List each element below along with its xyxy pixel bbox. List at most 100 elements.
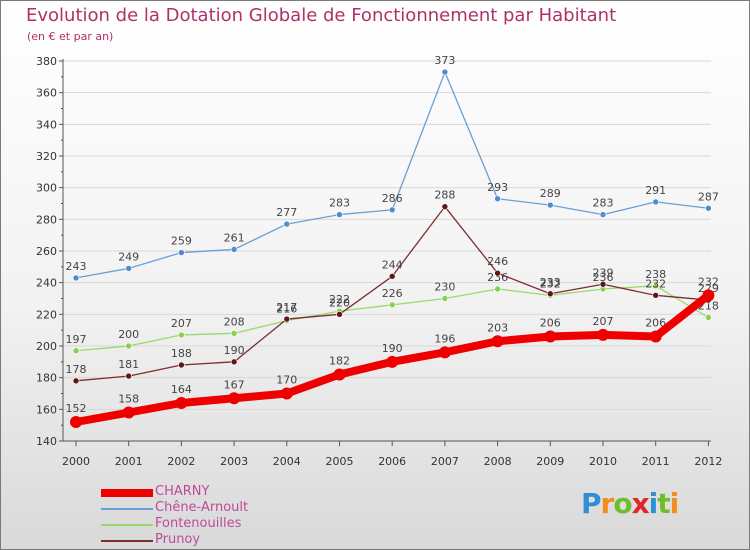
data-point <box>72 274 80 282</box>
y-tick-label: 260 <box>36 245 57 258</box>
x-tick-label: 2005 <box>326 455 354 468</box>
logo-letter: i <box>669 487 680 520</box>
data-label: 206 <box>540 317 561 330</box>
x-tick-label: 2009 <box>536 455 564 468</box>
y-tick-label: 180 <box>36 372 57 385</box>
logo-letter: i <box>648 487 659 520</box>
data-point <box>494 285 501 293</box>
data-point <box>491 335 504 348</box>
data-point <box>230 246 238 253</box>
y-tick-label: 320 <box>36 150 57 163</box>
data-point <box>386 355 399 368</box>
data-label: 188 <box>171 347 192 360</box>
y-tick-label: 240 <box>36 277 57 290</box>
legend-swatch <box>101 508 153 510</box>
data-point <box>441 68 449 76</box>
legend-item: Fontenouilles <box>101 516 361 533</box>
data-label: 203 <box>487 321 508 334</box>
data-label: 206 <box>645 317 666 330</box>
data-label: 226 <box>382 287 403 300</box>
data-label: 277 <box>276 206 297 219</box>
data-point <box>438 346 451 359</box>
data-point <box>388 273 396 280</box>
x-tick-label: 2003 <box>220 455 248 468</box>
y-tick-label: 160 <box>36 403 57 416</box>
data-label: 196 <box>434 332 455 345</box>
data-label: 190 <box>382 342 403 355</box>
data-point <box>72 347 80 355</box>
data-point <box>546 201 554 209</box>
data-label: 208 <box>224 315 245 328</box>
data-point <box>702 289 715 302</box>
data-point <box>336 211 343 218</box>
data-label: 246 <box>487 255 508 268</box>
data-point <box>652 292 660 299</box>
data-point <box>283 220 291 228</box>
y-tick-label: 300 <box>36 182 57 195</box>
data-label: 373 <box>434 54 455 67</box>
data-label: 207 <box>593 315 614 328</box>
x-tick-label: 2000 <box>62 455 90 468</box>
data-point <box>705 314 712 321</box>
data-label: 178 <box>66 363 87 376</box>
data-point <box>333 368 346 381</box>
data-point <box>494 195 501 203</box>
data-point <box>230 358 238 366</box>
legend-item: Prunoy <box>101 532 361 549</box>
data-label: 293 <box>487 181 508 194</box>
data-label: 233 <box>540 276 561 289</box>
data-label: 232 <box>645 277 666 290</box>
legend-item: Chêne-Arnoult <box>101 500 361 517</box>
legend-label: Fontenouilles <box>155 516 242 531</box>
data-point <box>336 311 343 318</box>
chart-title: Evolution de la Dotation Globale de Fonc… <box>26 5 617 26</box>
data-point <box>175 397 188 409</box>
data-label: 220 <box>329 296 350 309</box>
data-label: 236 <box>487 271 508 284</box>
data-label: 243 <box>66 260 87 273</box>
logo-letter: P <box>581 487 602 520</box>
data-point <box>283 315 291 323</box>
data-point <box>72 377 80 385</box>
legend-swatch <box>101 524 153 526</box>
data-label: 182 <box>329 355 350 368</box>
logo-letter: x <box>631 487 650 520</box>
data-point <box>599 280 607 288</box>
data-label: 222 <box>329 293 350 306</box>
data-label: 164 <box>171 383 192 396</box>
data-point <box>597 328 609 341</box>
data-label: 291 <box>645 184 666 197</box>
data-label: 244 <box>382 258 403 271</box>
y-tick-label: 200 <box>36 340 57 353</box>
data-label: 181 <box>118 358 139 371</box>
y-tick-label: 280 <box>36 213 57 226</box>
series-ch-ne-arnoult: 243 249 259 261 277 283 286 373 293 289 283 291 287 <box>66 54 719 282</box>
x-tick-label: 2006 <box>378 455 406 468</box>
data-label: 207 <box>171 317 192 330</box>
data-point <box>705 204 712 212</box>
data-label: 287 <box>698 190 719 203</box>
legend-swatch <box>101 540 153 542</box>
y-tick-label: 380 <box>36 55 57 68</box>
data-label: 190 <box>224 344 245 357</box>
data-point <box>280 387 293 400</box>
x-tick-label: 2012 <box>694 455 722 468</box>
data-label: 286 <box>382 192 403 205</box>
data-label: 230 <box>434 281 455 294</box>
data-point <box>599 211 607 218</box>
data-point <box>544 330 557 343</box>
data-label: 200 <box>118 328 139 341</box>
data-point <box>228 392 241 405</box>
data-label: 259 <box>171 235 192 248</box>
x-tick-label: 2010 <box>589 455 617 468</box>
data-point <box>125 265 132 272</box>
logo-letter: r <box>600 487 615 520</box>
data-label: 152 <box>66 402 87 415</box>
legend-item: CHARNY <box>101 484 361 501</box>
data-point <box>388 206 396 214</box>
data-point <box>652 198 660 206</box>
x-tick-label: 2004 <box>273 455 301 468</box>
data-label: 232 <box>698 275 719 288</box>
